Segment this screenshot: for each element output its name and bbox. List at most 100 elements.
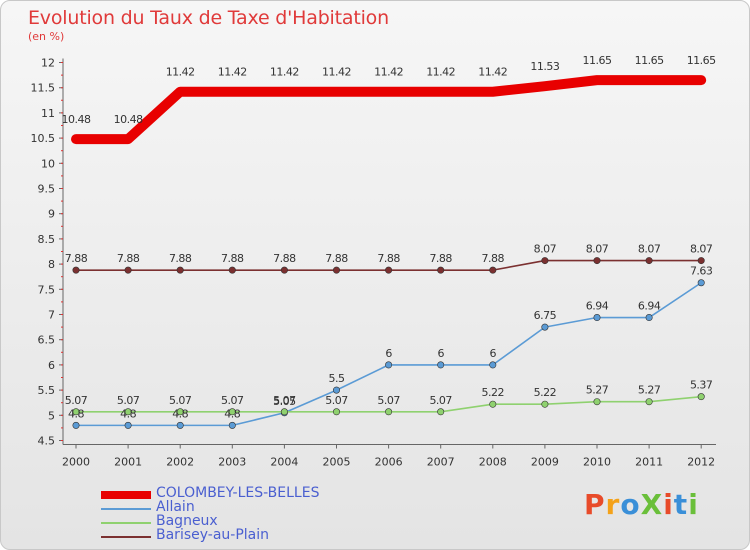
data-label: 6 (385, 347, 392, 360)
y-tick-label: 8 (48, 258, 55, 271)
data-point (489, 361, 497, 369)
data-point (489, 400, 497, 408)
data-point (332, 386, 340, 394)
data-point (228, 421, 236, 429)
data-label: 5.22 (534, 386, 557, 399)
data-label: 11.42 (270, 66, 299, 79)
x-tick-label: 2007 (427, 456, 455, 469)
data-label: 5.07 (377, 394, 400, 407)
x-tick-label: 2004 (270, 456, 298, 469)
y-tick-label: 12 (41, 57, 55, 70)
chart-title: Evolution du Taux de Taxe d'Habitation (28, 7, 389, 29)
x-tick-label: 2003 (218, 456, 246, 469)
data-label: 6.75 (534, 309, 557, 322)
data-label: 7.88 (325, 252, 348, 265)
y-tick-label: 11 (41, 107, 55, 120)
legend-swatch (101, 536, 151, 538)
data-label: 5.22 (482, 386, 505, 399)
series-lines (71, 75, 707, 429)
data-label: 7.88 (65, 252, 88, 265)
y-tick-label: 10.5 (31, 132, 56, 145)
y-tick-label: 4.5 (38, 435, 56, 448)
data-point (280, 408, 288, 416)
legend-label: Barisey-au-Plain (156, 527, 270, 543)
proxiti-logo: ProXiti (584, 488, 699, 521)
data-label: 6 (490, 347, 497, 360)
legend-swatch (101, 491, 151, 499)
x-tick-label: 2006 (375, 456, 403, 469)
y-tick-label: 9 (48, 208, 55, 221)
axes: 4.5 5 5.5 6 6.5 7 7.5 8 8.5 9 9.5 10 10.5 11 11.5 12 200… (31, 57, 716, 469)
data-point (385, 361, 393, 369)
data-point (593, 398, 601, 406)
data-label: 7.63 (690, 265, 713, 278)
x-tick-label: 2011 (635, 456, 663, 469)
data-labels: 4.8 4.8 4.8 4.8 5.05 5.5 6 6 6 6.75 6.94 6.94 7.63 5.… (62, 54, 717, 420)
data-label: 5.07 (221, 394, 244, 407)
data-point (593, 257, 601, 265)
data-label: 11.65 (687, 54, 716, 67)
data-label: 5.27 (586, 384, 609, 397)
data-label: 7.88 (482, 252, 505, 265)
logo-letter: i (688, 488, 699, 521)
y-tick-label: 5.5 (38, 384, 56, 397)
y-tick-label: 6.5 (38, 334, 56, 347)
legend-label: Bagneux (156, 513, 218, 529)
x-tick-label: 2009 (531, 456, 559, 469)
logo-letter: t (673, 488, 689, 521)
logo-letter: i (663, 488, 674, 521)
legend-item: COLOMBEY-LES-BELLES (101, 485, 401, 502)
data-label: 5.07 (65, 394, 88, 407)
logo-letter: o (620, 488, 641, 521)
y-tick-label: 8.5 (38, 233, 56, 246)
data-point (697, 279, 705, 287)
data-point (645, 314, 653, 322)
legend-item: Barisey-au-Plain (101, 527, 401, 544)
data-label: 6 (437, 347, 444, 360)
legend-swatch (101, 508, 151, 510)
data-label: 8.07 (586, 243, 609, 256)
y-tick-label: 9.5 (38, 183, 56, 196)
series-line-colombey-les-belles (71, 75, 707, 145)
data-point (697, 257, 705, 265)
data-label: 11.42 (322, 66, 351, 79)
x-tick-label: 2000 (62, 456, 90, 469)
data-point (228, 408, 236, 416)
data-label: 7.88 (273, 252, 296, 265)
data-point (124, 408, 132, 416)
data-point (593, 314, 601, 322)
data-label: 11.65 (635, 54, 664, 67)
y-tick-label: 7.5 (38, 283, 56, 296)
data-point (541, 323, 549, 331)
data-label: 6.94 (586, 300, 609, 313)
data-point (645, 257, 653, 265)
data-point (72, 421, 80, 429)
data-label: 8.07 (638, 243, 661, 256)
legend-item: Allain (101, 499, 401, 516)
data-label: 11.42 (218, 66, 247, 79)
y-tick-label: 10 (41, 157, 55, 170)
data-point (645, 398, 653, 406)
data-label: 5.05 (273, 395, 296, 408)
data-point (124, 421, 132, 429)
data-point (72, 408, 80, 416)
data-point (541, 257, 549, 265)
data-label: 5.07 (117, 394, 140, 407)
data-label: 11.42 (426, 66, 455, 79)
data-point (437, 266, 445, 274)
data-point (437, 361, 445, 369)
data-point (72, 266, 80, 274)
data-label: 8.07 (534, 243, 557, 256)
logo-letter: r (605, 488, 621, 521)
y-tick-label: 5 (48, 409, 55, 422)
legend-label: COLOMBEY-LES-BELLES (156, 485, 320, 501)
data-label: 4.8 (224, 407, 240, 420)
data-label: 11.42 (478, 66, 507, 79)
data-label: 5.07 (169, 394, 192, 407)
data-label: 7.88 (117, 252, 140, 265)
data-label: 4.8 (68, 407, 84, 420)
data-label: 4.8 (120, 407, 136, 420)
data-label: 7.88 (377, 252, 400, 265)
data-label: 5.07 (273, 394, 296, 407)
data-point (489, 266, 497, 274)
